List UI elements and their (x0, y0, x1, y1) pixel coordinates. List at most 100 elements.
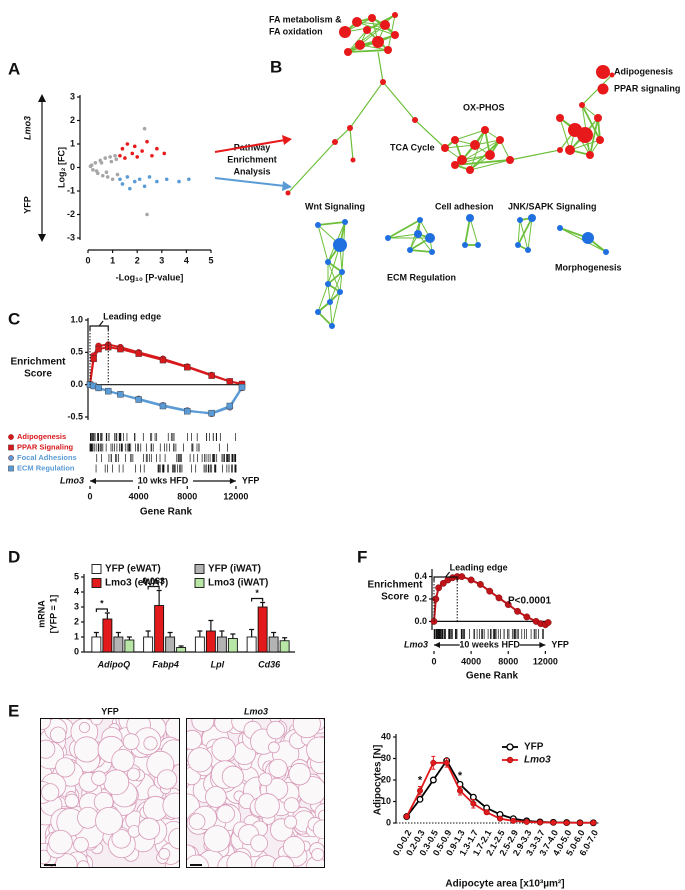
point (147, 175, 152, 179)
x-tick-label: 3 (159, 255, 164, 265)
cell (55, 757, 76, 778)
marker (430, 759, 437, 766)
marker (544, 619, 552, 626)
network-edge (454, 129, 486, 141)
marker (458, 573, 466, 580)
y-tick-label: -1 (67, 185, 75, 195)
network-edge (589, 117, 599, 156)
arrow-head (282, 135, 292, 145)
marker (577, 819, 584, 826)
network-node (385, 235, 391, 241)
x-tick-label: 2 (135, 255, 140, 265)
x-tick-label: 12000 (533, 656, 558, 666)
cell (41, 783, 60, 802)
rank-label: Lmo3 (404, 639, 428, 649)
cell (283, 797, 300, 813)
marker (510, 817, 517, 824)
image-border (186, 718, 325, 868)
cell (292, 718, 321, 739)
x-tick-label: Cd36 (258, 659, 281, 669)
network-node (577, 127, 593, 143)
cell (214, 718, 235, 733)
x-tick-label: 12000 (223, 491, 248, 501)
annotation: * (255, 588, 259, 598)
point (100, 173, 105, 178)
arrow (214, 177, 286, 187)
marker (563, 819, 570, 826)
network-node (485, 150, 495, 160)
cell (143, 736, 158, 751)
point (132, 179, 137, 184)
y-tick-label: -3 (67, 232, 75, 242)
side-label: YFP (22, 196, 32, 214)
network-edge (387, 219, 421, 239)
y-axis-label: [YFP = 1] (48, 595, 58, 634)
cell (137, 817, 161, 840)
cell (268, 758, 288, 778)
marker (105, 387, 112, 395)
network-node (441, 144, 449, 152)
network-node (451, 136, 459, 144)
network-edge (527, 217, 533, 251)
x-axis-label: Adipocyte area [x10³µm²] (445, 879, 564, 890)
arrow-head (229, 478, 236, 484)
point (93, 161, 98, 165)
marker (8, 465, 14, 472)
network-node (596, 136, 604, 144)
point (118, 177, 122, 182)
cell (77, 806, 99, 829)
legend-label: Adipogenesis (17, 432, 66, 441)
point (125, 142, 130, 146)
point (120, 146, 125, 151)
network-node (355, 40, 365, 50)
legend-node (597, 83, 609, 95)
x-axis-label: -Log₁₀ [P-value] (116, 272, 184, 282)
cell (188, 813, 206, 830)
rank-label: Lmo3 (60, 475, 84, 485)
network-node (384, 46, 392, 54)
cell (306, 736, 325, 763)
panel-letter: D (8, 547, 20, 566)
error-bar (167, 631, 173, 637)
error-bar (208, 619, 214, 631)
network-node (565, 145, 575, 155)
panel-letter: A (8, 59, 20, 78)
x-axis-label: Gene Rank (140, 507, 193, 518)
marker (226, 402, 234, 410)
error-bar (115, 631, 121, 637)
legend-label: PPAR Signaling (17, 442, 74, 451)
y-tick-label: 0.0 (70, 379, 83, 389)
network-node (594, 114, 602, 122)
point (118, 153, 122, 158)
network-node (417, 217, 423, 223)
cell (221, 765, 244, 788)
network-edge (387, 233, 419, 239)
point (120, 182, 125, 186)
bar (257, 606, 268, 653)
marker (208, 372, 215, 379)
y-tick-label: 0.2 (414, 593, 427, 603)
network-edge (469, 217, 479, 246)
network-node (325, 259, 331, 265)
point (145, 212, 149, 217)
y-tick-label: -2 (67, 209, 75, 219)
annotation: Leading edge (103, 311, 161, 321)
marker (435, 584, 443, 592)
network-node (285, 190, 291, 196)
cell (258, 772, 273, 787)
panel-letter: F (357, 547, 367, 566)
network-node (347, 125, 353, 131)
cell (216, 804, 235, 824)
network-node (579, 102, 585, 108)
bracket-tip (98, 320, 104, 327)
cell (95, 806, 123, 835)
cell (186, 854, 209, 868)
label-bg (132, 476, 193, 486)
marker (238, 384, 246, 391)
network-node (315, 222, 321, 228)
network-node (582, 232, 594, 244)
y-tick-label: 0 (386, 817, 391, 827)
network-label: Wnt Signaling (305, 201, 365, 211)
legend-label: YFP (524, 742, 544, 753)
cell (127, 767, 141, 781)
